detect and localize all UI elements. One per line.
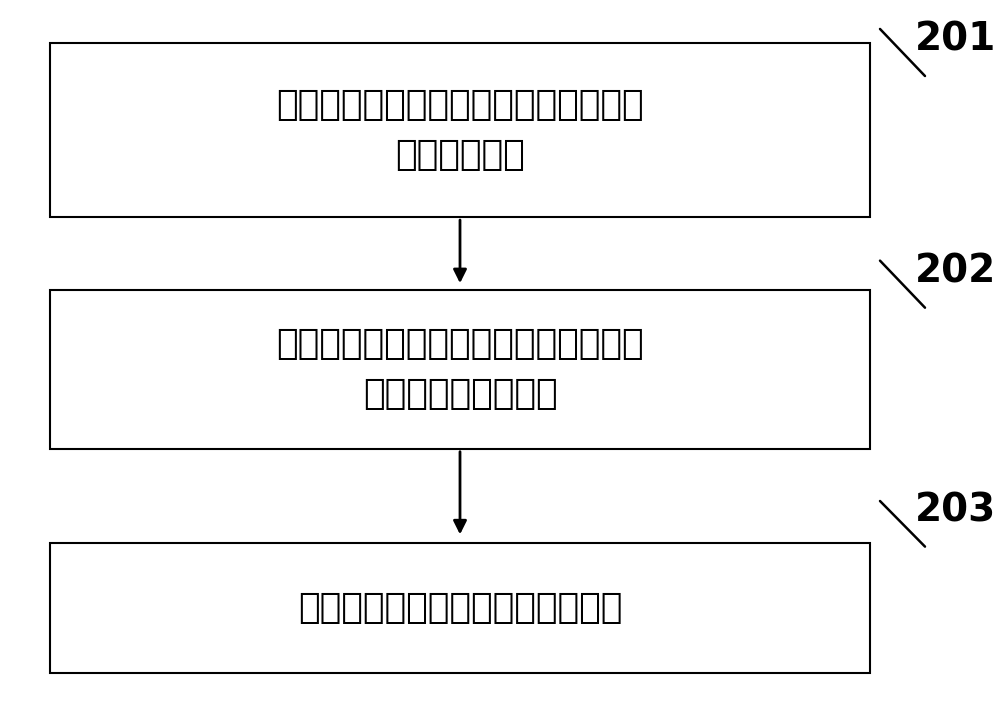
Bar (50, 43, 870, 217)
Text: 通过静脉识别模块采集颈部右侧静脉的
脉动图像数据: 通过静脉识别模块采集颈部右侧静脉的 脉动图像数据 (276, 88, 644, 172)
Bar (50, 543, 870, 673)
Text: 202: 202 (914, 253, 996, 290)
Bar (50, 290, 870, 449)
Text: 基于脉动运动信息确定中心静脉压: 基于脉动运动信息确定中心静脉压 (298, 592, 622, 625)
Text: 调用运动放大算法处理脉动图像数据，
以得到脉动运动信息: 调用运动放大算法处理脉动图像数据， 以得到脉动运动信息 (276, 327, 644, 411)
Text: 203: 203 (914, 492, 996, 529)
Text: 201: 201 (914, 21, 996, 59)
